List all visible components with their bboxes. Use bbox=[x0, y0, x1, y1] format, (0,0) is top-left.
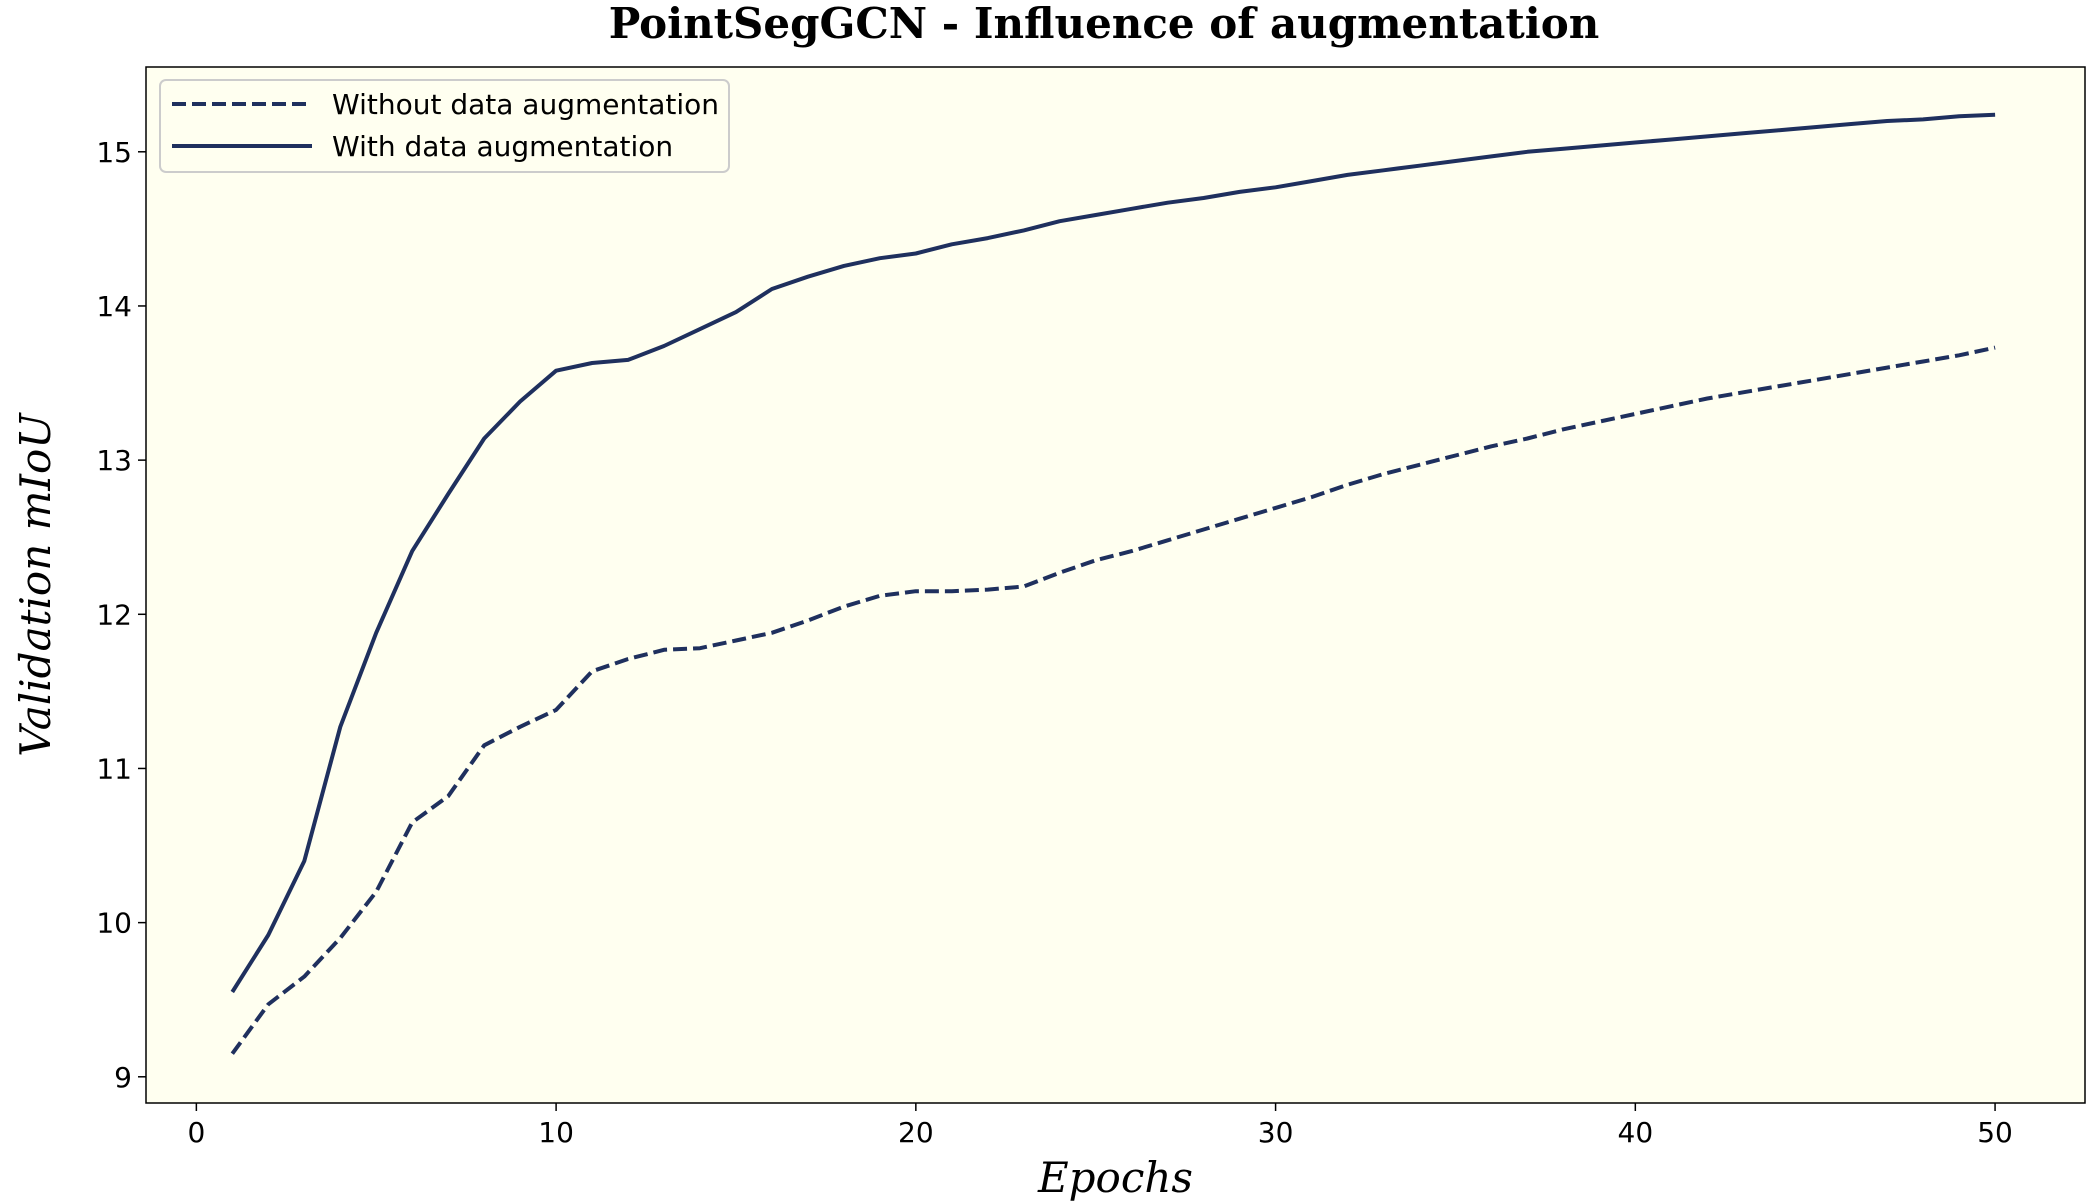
x-tick-label: 30 bbox=[1258, 1116, 1294, 1149]
x-tick-label: 10 bbox=[538, 1116, 574, 1149]
x-tick-label: 20 bbox=[898, 1116, 934, 1149]
y-axis-label: Validation mIoU bbox=[11, 412, 60, 757]
y-tick-label: 13 bbox=[96, 444, 132, 477]
x-axis-label: Epochs bbox=[1037, 1153, 1193, 1201]
y-tick-label: 11 bbox=[96, 752, 132, 785]
x-tick-label: 40 bbox=[1618, 1116, 1654, 1149]
y-tick-label: 9 bbox=[114, 1061, 132, 1094]
legend-label: With data augmentation bbox=[332, 130, 673, 163]
y-tick-label: 15 bbox=[96, 136, 132, 169]
axes-ticks: 0 10 20 30 40 50 9 10 11 12 13 14 15 bbox=[96, 136, 2013, 1149]
y-tick-label: 10 bbox=[96, 907, 132, 940]
y-tick-label: 14 bbox=[96, 290, 132, 323]
series-line-dashed bbox=[230, 345, 1996, 1055]
chart-title: PointSegGCN - Influence of augmentation bbox=[609, 0, 1600, 48]
plot-area bbox=[146, 67, 2085, 1103]
y-tick-label: 12 bbox=[96, 598, 132, 631]
legend-label: Without data augmentation bbox=[332, 88, 719, 121]
x-tick-label: 50 bbox=[1977, 1116, 2013, 1149]
x-tick-label: 0 bbox=[187, 1116, 205, 1149]
plot-frame bbox=[145, 66, 2086, 1104]
legend: Without data augmentation With data augme… bbox=[159, 79, 730, 173]
series-line-solid bbox=[230, 112, 1996, 994]
series-lines bbox=[230, 112, 1996, 1055]
